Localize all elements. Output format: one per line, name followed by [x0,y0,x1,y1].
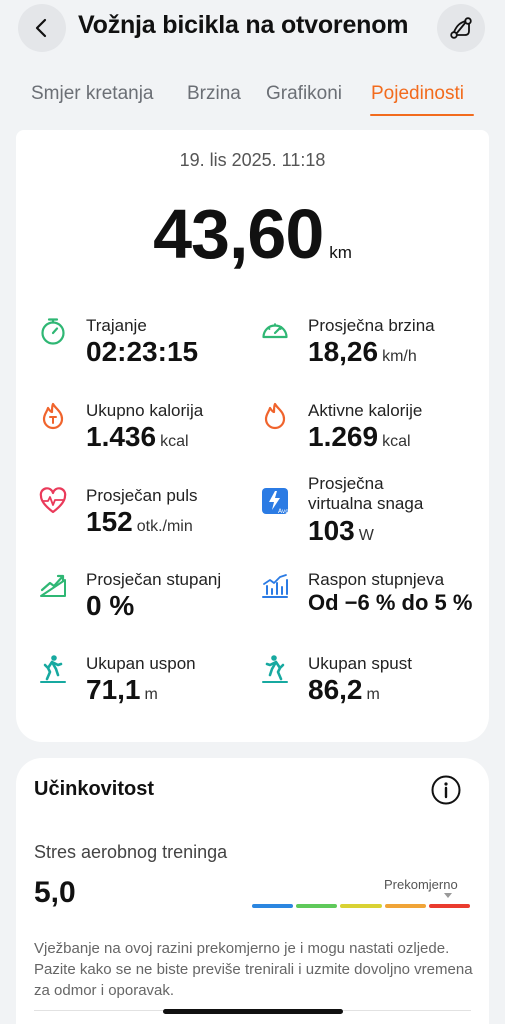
stopwatch-icon [41,318,65,345]
stat-active-calories: Aktivne kalorije 1.269 kcal [260,401,480,471]
chevron-left-icon [35,18,47,38]
scale-segment-4 [384,904,426,908]
stat-total-calories: Ukupno kalorija 1.436 kcal [38,401,258,471]
back-button[interactable] [18,4,66,52]
distance-value: 43,60 [153,195,324,273]
level-marker [444,893,453,898]
svg-text:Avg: Avg [278,508,289,515]
speedometer-icon [262,323,288,339]
stat-label: Ukupan spust [308,654,412,673]
distance-display: 43,60 km [16,194,489,274]
distance-unit: km [329,243,352,262]
stat-label-line1: Prosječna [308,474,384,493]
performance-card: Učinkovitost Stres aerobnog treninga 5,0… [16,758,489,1024]
performance-title: Učinkovitost [34,778,155,800]
flame-icon [264,402,286,430]
power-avg-icon: Avg [262,488,289,515]
header: Vožnja bicikla na otvorenom [0,0,505,64]
training-stress-description: Vježbanje na ovoj razini prekomjerno je … [34,940,473,999]
hiker-ascent-icon [40,655,66,683]
stat-unit: W [358,527,374,544]
stat-value: 86,2 [308,674,363,705]
stat-label: Raspon stupnjeva [308,570,445,589]
stat-total-descent: Ukupan spust 86,2 m [260,654,480,724]
route-button[interactable] [437,4,485,52]
scale-segment-1 [252,904,294,908]
stat-value: 0 % [86,590,135,621]
stat-unit: kcal [382,433,411,450]
summary-card: 19. lis 2025. 11:18 43,60 km Trajanje 02:… [16,130,489,742]
heart-rate-icon [39,487,67,514]
stat-value: 71,1 [86,674,141,705]
stat-value: 103 [308,515,355,546]
stat-avg-speed: Prosječna brzina 18,26 km/h [260,316,480,386]
stat-unit: m [144,686,158,703]
stat-label: Ukupno kalorija [86,401,204,420]
stat-duration: Trajanje 02:23:15 [38,316,258,386]
stat-value: Od −6 % do 5 % [308,590,473,615]
scale-segment-5 [428,904,471,908]
grade-range-icon [262,574,288,598]
stat-unit: kcal [160,433,189,450]
stat-unit: otk./min [136,518,193,535]
stat-label: Ukupan uspon [86,654,196,673]
flame-total-icon [42,402,64,430]
training-stress-label: Stres aerobnog treninga [34,842,228,862]
route-icon [450,17,472,39]
stat-value: 02:23:15 [86,336,199,367]
stat-label: Trajanje [86,316,147,335]
stat-label: Aktivne kalorije [308,401,423,420]
home-indicator[interactable] [163,1009,343,1014]
stat-unit: km/h [382,348,417,365]
workout-date: 19. lis 2025. 11:18 [179,150,326,170]
stat-avg-grade: Prosječan stupanj 0 % [38,570,258,640]
level-label: Prekomjerno [384,877,458,892]
stat-label-line2: virtualna snaga [308,494,424,513]
tab-pojedinosti[interactable]: Pojedinosti [371,83,464,104]
page-title: Vožnja bicikla na otvorenom [78,11,409,39]
stat-label: Prosječna brzina [308,316,435,335]
stat-avg-heart-rate: Prosječan puls 152 otk./min [38,486,258,556]
stat-total-ascent: Ukupan uspon 71,1 m [38,654,258,724]
tab-smjer-kretanja[interactable]: Smjer kretanja [31,83,154,104]
tab-grafikoni[interactable]: Grafikoni [266,83,343,104]
stat-value: 1.269 [308,421,379,452]
stress-scale [252,904,471,908]
scale-segment-2 [296,904,338,908]
incline-icon [40,574,66,597]
tab-bar: Smjer kretanja Brzina Grafikoni Pojedino… [0,83,505,119]
stat-label: Prosječan puls [86,486,198,505]
stat-unit: m [366,686,380,703]
stat-value: 1.436 [86,421,157,452]
stat-label: Prosječan stupanj [86,570,222,589]
tab-brzina[interactable]: Brzina [187,83,241,104]
stat-value: 18,26 [308,336,379,367]
scale-segment-3 [340,904,382,908]
training-stress-value: 5,0 [34,876,76,909]
stat-value: 152 [86,506,133,537]
hiker-descent-icon [262,655,288,683]
stat-avg-virtual-power: Avg Prosječna virtualna snaga 103 W [260,474,480,546]
stat-grade-range: Raspon stupnjeva Od −6 % do 5 % [260,570,480,640]
info-icon[interactable] [430,774,462,806]
active-tab-indicator [370,114,474,116]
